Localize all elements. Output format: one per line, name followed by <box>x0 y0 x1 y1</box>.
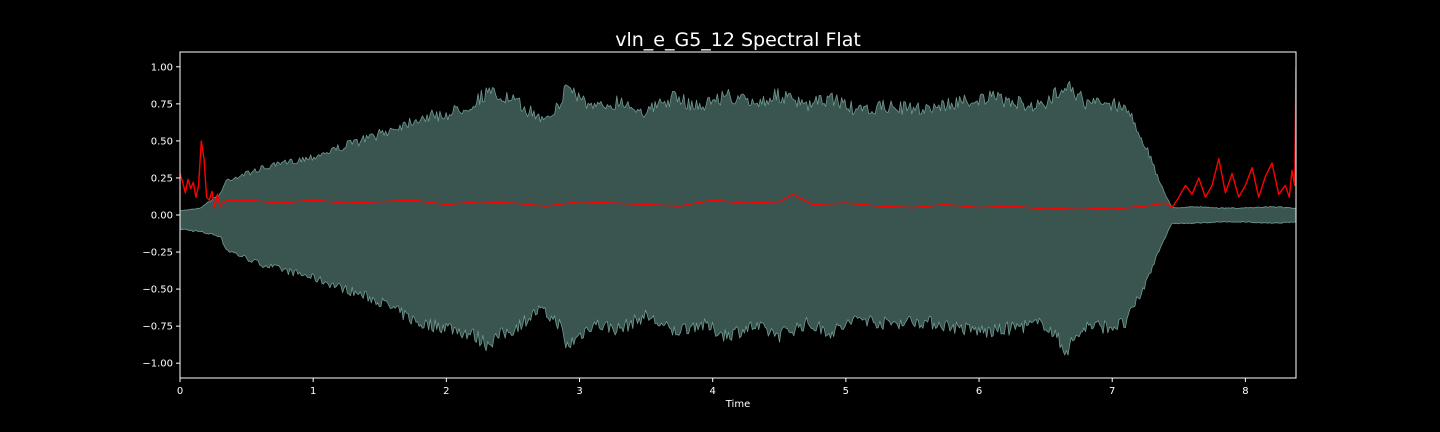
x-tick-label: 6 <box>976 386 982 397</box>
x-tick-label: 1 <box>310 386 316 397</box>
x-axis-title: Time <box>725 399 750 410</box>
x-tick-label: 3 <box>576 386 582 397</box>
x-tick-label: 7 <box>1109 386 1115 397</box>
x-tick-label: 5 <box>843 386 849 397</box>
x-tick-label: 2 <box>443 386 449 397</box>
waveform-area <box>180 80 1296 356</box>
x-tick-label: 8 <box>1242 386 1248 397</box>
y-tick-label: −1.00 <box>142 359 173 370</box>
y-tick-label: 0.00 <box>151 211 173 222</box>
spectral-flatness-line <box>180 66 1296 210</box>
y-tick-label: 0.50 <box>151 136 173 147</box>
y-tick-label: −0.50 <box>142 285 173 296</box>
x-tick-label: 0 <box>177 386 183 397</box>
y-tick-label: −0.75 <box>142 322 173 333</box>
x-tick-label: 4 <box>710 386 716 397</box>
y-tick-label: −0.25 <box>142 248 173 259</box>
y-tick-label: 0.25 <box>151 173 173 184</box>
y-tick-label: 1.00 <box>151 62 173 73</box>
y-tick-label: 0.75 <box>151 99 173 110</box>
chart-title: vln_e_G5_12 Spectral Flat <box>615 29 861 51</box>
